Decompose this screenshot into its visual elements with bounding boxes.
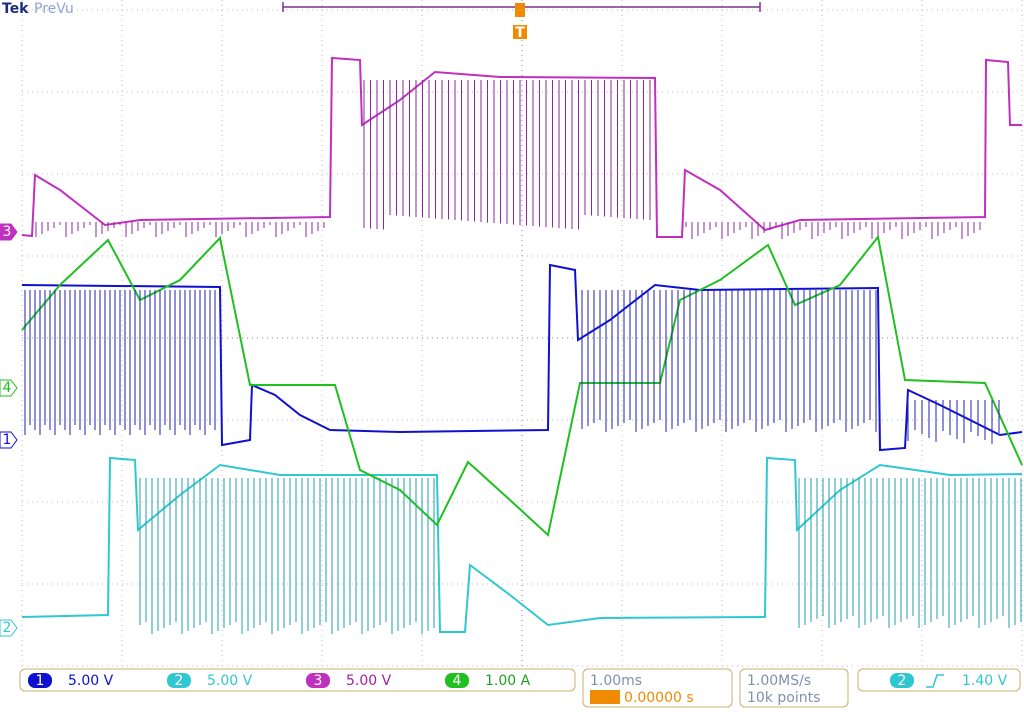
- channel-panel: [19, 668, 576, 692]
- trigger-source: 2: [898, 673, 907, 689]
- trace-4: [21, 234, 1023, 537]
- channel-scale: 5.00 V: [207, 673, 253, 689]
- channel-scale: 5.00 V: [68, 673, 114, 689]
- channel-marker-shape: [0, 223, 18, 241]
- channel-number: 1: [36, 673, 45, 689]
- timebase-panel: [582, 668, 733, 708]
- channel-number: 4: [453, 673, 462, 689]
- trigger-source-badge: [890, 673, 914, 688]
- trigger-marker: T: [515, 25, 525, 41]
- channel-badge: [306, 673, 330, 688]
- channel-marker-shape: [0, 431, 18, 449]
- channel-badge: [167, 673, 191, 688]
- channel-markers: 1 2 3 4: [0, 223, 18, 637]
- channel-marker-shape: [0, 379, 18, 397]
- mode: PreVu: [34, 1, 74, 17]
- time-scale: 1.00ms: [590, 673, 642, 689]
- channel-marker: 1: [3, 432, 12, 448]
- channel-scale: 5.00 V: [346, 673, 392, 689]
- trigger-position: [515, 3, 525, 17]
- trace-3: [21, 56, 1022, 238]
- trigger-marker-box: [513, 25, 527, 39]
- channel-scale: 1.00 A: [485, 673, 531, 689]
- record-length: 10k points: [747, 690, 820, 706]
- trigger-slope: [926, 674, 944, 688]
- channel-number: 3: [314, 673, 323, 689]
- channel-number: 2: [175, 673, 184, 689]
- brand: Tek: [2, 1, 29, 17]
- sample-rate: 1.00MS/s: [747, 673, 811, 689]
- acquisition-panel: [739, 668, 849, 708]
- channel-marker-shape: [0, 619, 18, 637]
- delay-icon: [590, 690, 620, 704]
- channel-badge: [28, 673, 52, 688]
- waveform-spikes: [24, 80, 1022, 634]
- channel-marker: 4: [3, 380, 12, 396]
- channel-scales: 1 5.00 V 2 5.00 V 3 5.00 V 4 1.00 A: [28, 673, 531, 689]
- time-delay: 0.00000 s: [624, 690, 694, 706]
- trace-1: [21, 263, 1023, 452]
- channel-badge: [445, 673, 469, 688]
- graticule: [21, 0, 1023, 667]
- channel-marker: 3: [3, 224, 12, 240]
- channel-marker: 2: [3, 620, 12, 636]
- trigger-level: 1.40 V: [962, 673, 1008, 689]
